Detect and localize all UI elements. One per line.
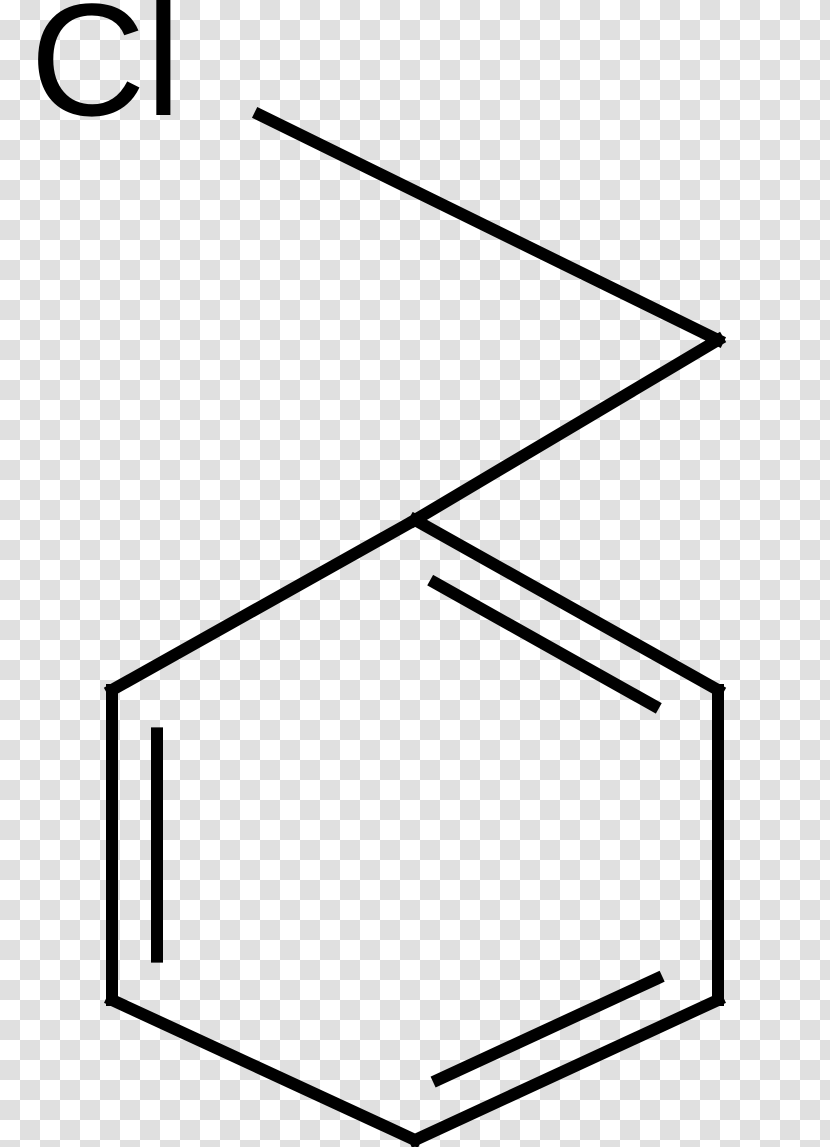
molecule-diagram bbox=[0, 0, 830, 1147]
bonds-group bbox=[112, 115, 718, 1140]
chlorine-label: Cl bbox=[30, 0, 181, 140]
